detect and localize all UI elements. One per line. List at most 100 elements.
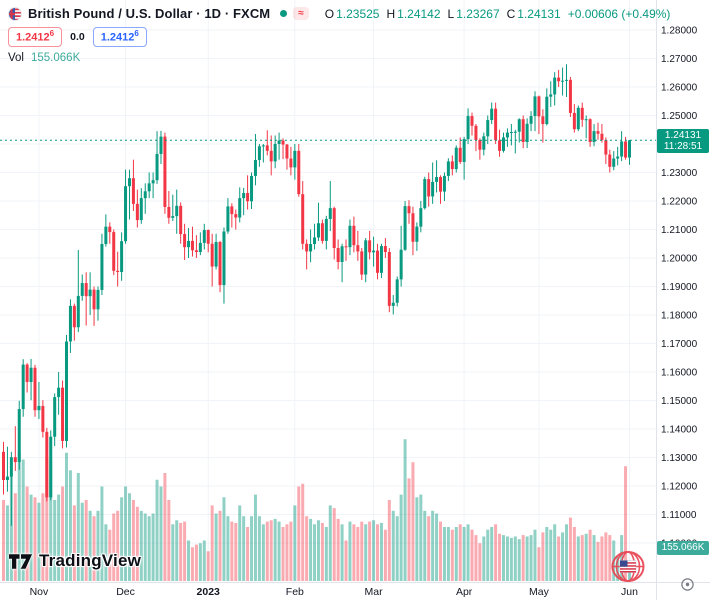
symbol-title[interactable]: British Pound / U.S. Dollar · 1D · FXCM — [28, 6, 271, 21]
volume-bar — [21, 459, 25, 581]
candle-body — [474, 125, 478, 141]
price-axis-label[interactable]: 1.20000 — [661, 254, 698, 265]
candle-body — [419, 208, 423, 227]
price-axis-label[interactable]: 1.26000 — [661, 83, 698, 94]
candle-body — [17, 409, 21, 463]
volume-bar — [537, 547, 541, 581]
price-axis-label[interactable]: 1.13000 — [661, 453, 698, 464]
price-axis-label[interactable]: 1.22000 — [661, 197, 698, 208]
price-axis-label[interactable]: 1.27000 — [661, 54, 698, 65]
candle-body — [53, 397, 57, 437]
volume-bar — [135, 506, 139, 581]
candle-body — [49, 436, 53, 498]
time-axis-label[interactable]: Nov — [30, 586, 49, 598]
candle-body — [596, 131, 600, 134]
close-value: 1.24131 — [517, 6, 561, 21]
time-axis-label[interactable]: Jun — [621, 586, 638, 598]
volume-bar — [175, 520, 179, 581]
price-axis-label[interactable]: 1.16000 — [661, 368, 698, 379]
candle-body — [80, 283, 84, 296]
price-axis-label[interactable]: 1.15000 — [661, 396, 698, 407]
candle-body — [498, 140, 502, 151]
time-axis-label[interactable]: Apr — [456, 586, 473, 598]
current-price-value: 1.24131 — [664, 130, 702, 141]
price-axis-label[interactable]: 1.28000 — [661, 26, 698, 37]
candle-body — [167, 206, 171, 218]
candle-body — [439, 177, 443, 192]
candle-body — [214, 242, 218, 267]
time-axis-label[interactable]: Feb — [286, 586, 304, 598]
candle-body — [576, 107, 580, 130]
candle-body — [537, 96, 541, 117]
volume-bar — [41, 493, 45, 581]
price-axis-label[interactable]: 1.18000 — [661, 311, 698, 322]
volume-bar — [372, 520, 376, 581]
candle-body — [159, 136, 163, 154]
price-axis-label[interactable]: 1.21000 — [661, 225, 698, 236]
candle-body — [521, 119, 525, 143]
volume-bar — [112, 513, 116, 581]
volume-bar — [423, 510, 427, 581]
candle-body — [13, 457, 17, 463]
volume-bar — [466, 524, 470, 581]
time-axis-label[interactable]: May — [529, 586, 550, 598]
volume-bar — [190, 547, 194, 581]
candle-body — [277, 140, 281, 144]
price-axis-label[interactable]: 1.19000 — [661, 282, 698, 293]
price-axis-label[interactable]: 1.23000 — [661, 168, 698, 179]
candle-body — [33, 367, 37, 411]
volume-bar — [513, 536, 517, 581]
volume-bar — [588, 529, 592, 581]
price-axis-label[interactable]: 1.12000 — [661, 482, 698, 493]
time-axis-label[interactable]: 2023 — [197, 586, 221, 598]
price-axis-label[interactable]: 1.14000 — [661, 425, 698, 436]
candle-body — [301, 194, 305, 244]
candle-body — [356, 245, 360, 252]
tradingview-logo[interactable]: TradingView — [8, 551, 141, 571]
high-label: H — [386, 6, 396, 21]
candle-body — [458, 147, 462, 162]
candle-body — [627, 140, 631, 158]
candle-body — [391, 302, 395, 306]
current-volume-badge: 155.066K — [657, 541, 709, 555]
candle-body — [446, 161, 450, 176]
volume-bar — [395, 516, 399, 581]
candle-body — [431, 181, 435, 197]
candle-body — [64, 341, 68, 441]
time-axis-label[interactable]: Mar — [365, 586, 384, 598]
price-axis-label[interactable]: 1.17000 — [661, 339, 698, 350]
price-axis-label[interactable]: 1.25000 — [661, 111, 698, 122]
volume-bar — [5, 505, 9, 581]
volume-bar — [234, 522, 238, 581]
candle-body — [352, 225, 356, 246]
volume-bar — [257, 516, 261, 581]
volume-bar — [608, 535, 612, 581]
delayed-data-badge[interactable]: ≈ — [293, 7, 309, 20]
sell-bid-button[interactable]: 1.24126 — [8, 27, 63, 47]
candle-body — [222, 231, 226, 286]
price-axis-label[interactable]: 1.11000 — [661, 510, 697, 521]
candle-body — [112, 232, 116, 271]
circled-dot-icon[interactable] — [680, 577, 695, 597]
candle-body — [234, 214, 238, 218]
volume-bar — [521, 535, 525, 581]
volume-bar — [399, 494, 403, 581]
volume-bar — [88, 510, 92, 581]
candle-body — [348, 225, 352, 248]
volume-bar — [379, 522, 383, 581]
candle-body — [490, 108, 494, 121]
volume-bar — [435, 513, 439, 581]
candle-body — [194, 250, 198, 253]
volume-bar — [2, 500, 5, 581]
candle-body — [37, 405, 41, 411]
volume-bar — [439, 521, 443, 581]
candle-body — [124, 186, 128, 242]
ohlc-readout: O 1.23525 H 1.24142 L 1.23267 C 1.24131 +0.0… — [325, 7, 671, 21]
volume-bar — [344, 540, 348, 581]
candle-body — [198, 242, 202, 253]
volume-bar — [147, 516, 151, 581]
time-axis-label[interactable]: Dec — [116, 586, 135, 598]
buy-ask-button[interactable]: 1.24126 — [92, 27, 147, 47]
